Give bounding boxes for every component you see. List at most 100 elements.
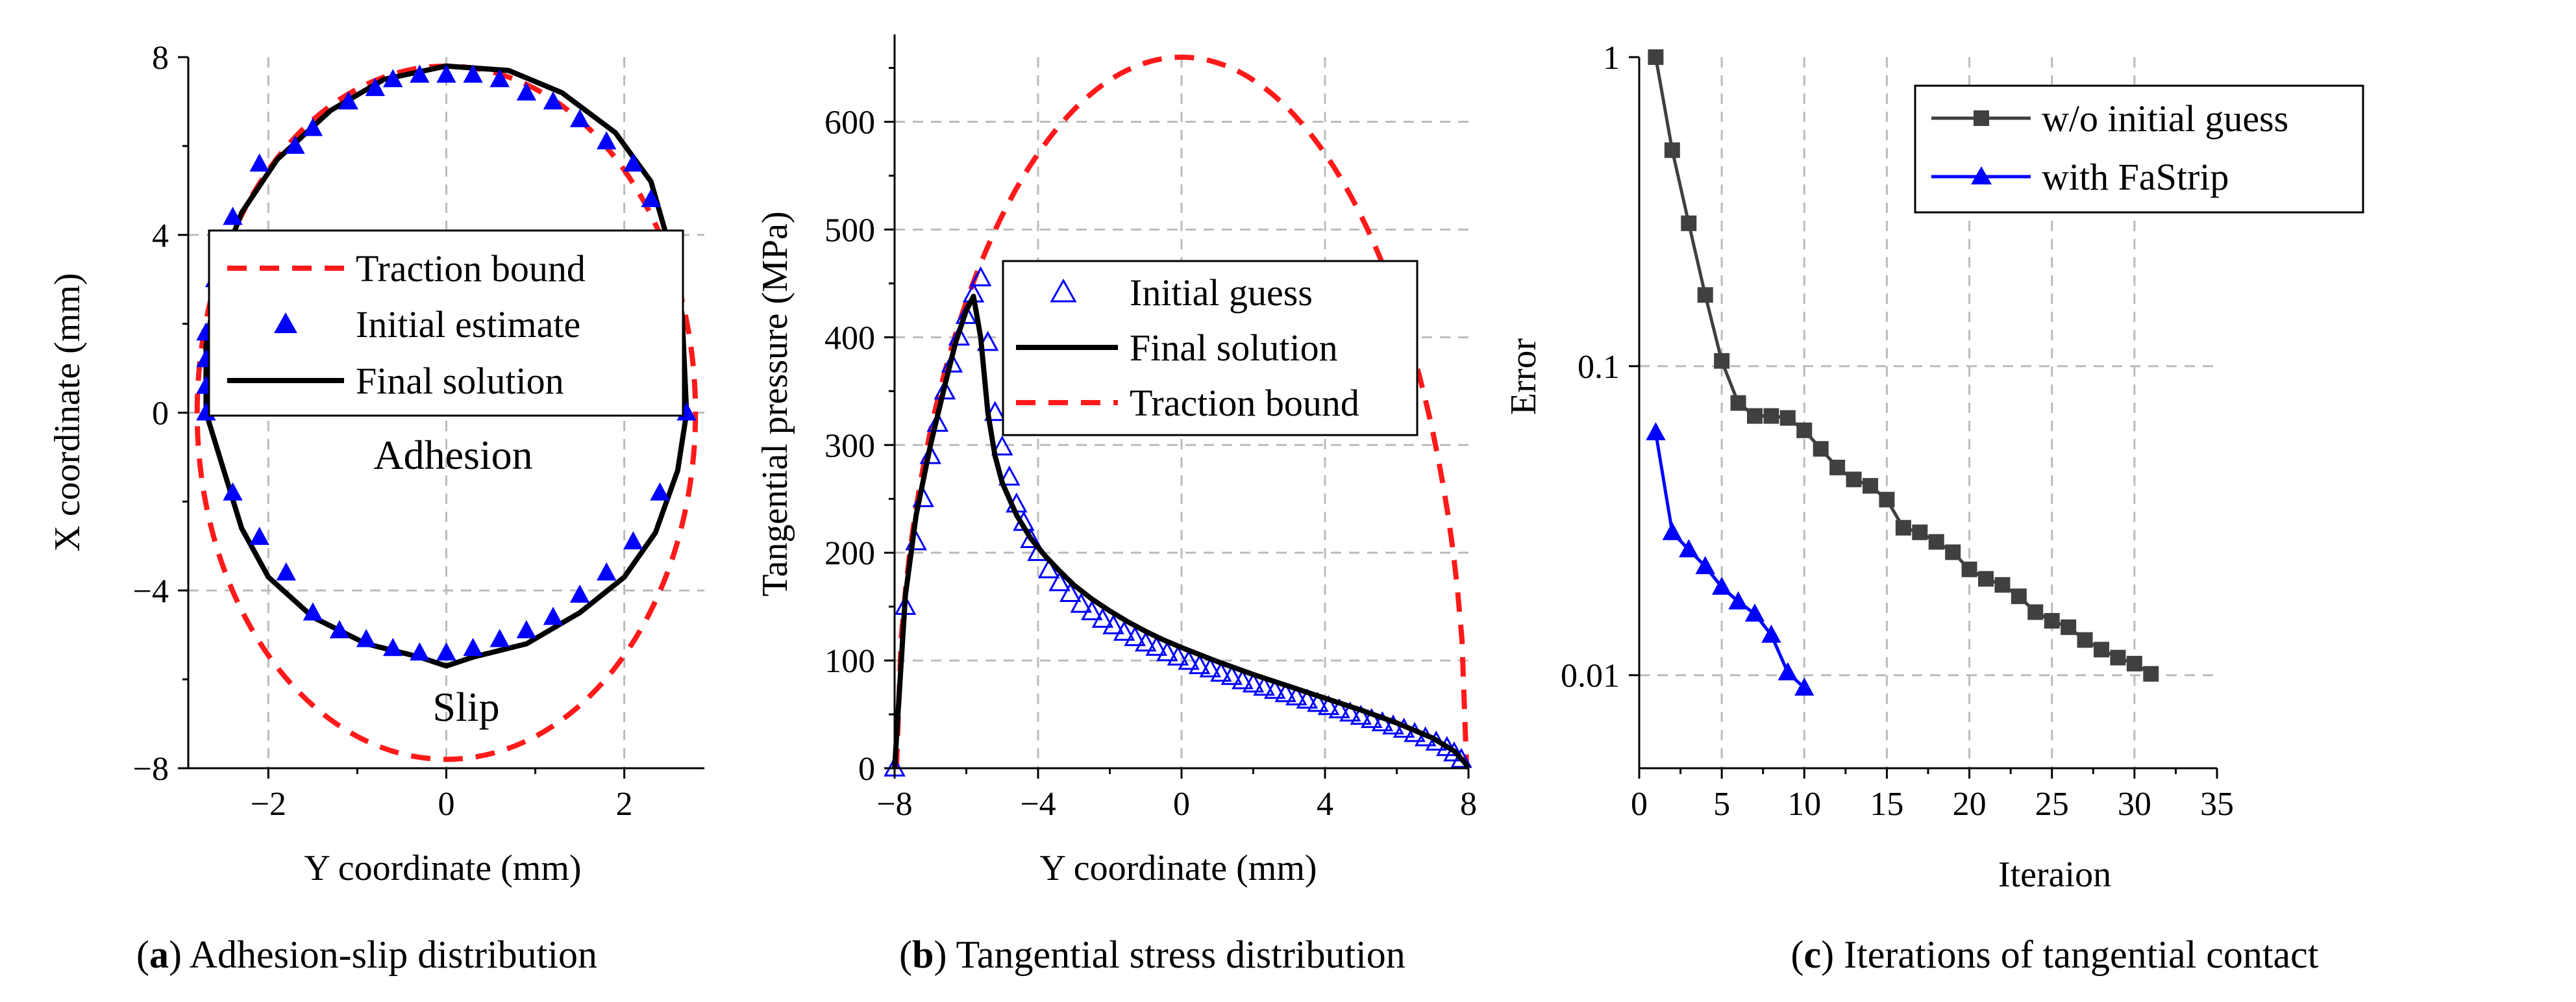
panel-c-series: [1646, 49, 2159, 696]
wo-initial-guess-marker: [1945, 544, 1961, 560]
wo-initial-guess-marker: [1747, 408, 1763, 424]
wo-initial-guess-marker: [2094, 642, 2109, 658]
initial-estimate-marker: [356, 629, 377, 647]
wo-initial-guess-marker: [1730, 395, 1746, 411]
b-x-tick-label: −8: [876, 786, 912, 823]
initial-guess-marker: [1242, 672, 1265, 693]
fastrip-marker: [1744, 603, 1765, 622]
initial-guess-marker: [919, 444, 942, 464]
wo-initial-guess-marker: [1961, 561, 1977, 577]
wo-initial-guess-marker: [2061, 619, 2077, 635]
panel-a-caption: (a) Adhesion-slip distribution: [136, 933, 597, 976]
initial-estimate-marker: [489, 69, 510, 88]
b-y-tick-label: 300: [824, 427, 875, 464]
initial-estimate-marker: [641, 189, 661, 207]
initial-estimate-marker: [597, 562, 617, 581]
a-y-tick-label: 4: [152, 218, 169, 255]
legend-a-initial-estimate-swatch: [274, 312, 297, 333]
legend-c-fastrip-label: with FaStrip: [2042, 156, 2229, 198]
initial-estimate-marker: [597, 131, 617, 150]
initial-guess-marker: [1232, 669, 1254, 690]
initial-estimate-marker: [249, 527, 269, 545]
legend-a-traction-bound-label: Traction bound: [356, 247, 586, 290]
initial-guess-marker: [1220, 664, 1243, 685]
initial-guess-marker: [1178, 649, 1200, 670]
a-y-tick-label: 0: [152, 395, 169, 432]
wo-initial-guess-marker: [1994, 577, 2011, 593]
initial-guess-marker: [1113, 620, 1135, 641]
initial-estimate-marker: [223, 207, 243, 225]
panel-a-ticks: −2 0 2 −8 −4 0 4 8: [133, 40, 633, 823]
initial-guess-marker: [1350, 705, 1372, 725]
panel-c-legend: w/o initial guess with FaStrip: [1914, 84, 2364, 214]
initial-estimate-marker: [303, 118, 323, 136]
wo-initial-guess-marker: [1846, 471, 1862, 488]
a-x-tick-label: −2: [251, 786, 286, 823]
initial-guess-marker: [1210, 661, 1232, 682]
initial-guess-marker: [948, 325, 971, 346]
wo-initial-guess-marker: [1763, 408, 1779, 424]
wo-initial-guess-marker: [1796, 422, 1813, 438]
wo-initial-guess-marker: [2077, 632, 2093, 648]
initial-guess-marker: [1307, 692, 1329, 712]
fastrip-marker: [1662, 521, 1683, 540]
initial-guess-marker: [955, 304, 978, 324]
initial-guess-marker: [1091, 607, 1114, 628]
c-y-tick-label: 0.01: [1561, 658, 1620, 695]
legend-b-initial-guess-label: Initial guess: [1130, 271, 1313, 314]
initial-guess-marker: [1145, 636, 1168, 656]
wo-initial-guess-marker: [1978, 571, 1994, 587]
c-y-tick-label: 1: [1603, 40, 1620, 77]
panel-a-adhesion-annotation: Adhesion: [373, 432, 532, 478]
panel-c-x-axis-label: Iteraion: [1998, 855, 2111, 895]
legend-a-final-solution-label: Final solution: [356, 360, 564, 402]
b-x-tick-label: −4: [1020, 786, 1056, 823]
initial-guess-marker: [991, 435, 1013, 456]
c-x-tick-label: 30: [2118, 786, 2151, 823]
a-y-tick-label: −4: [133, 573, 169, 610]
final-solution-curve: [892, 294, 1471, 770]
panel-a-adhesion-slip-chart: −2 0 2 −8 −4 0 4 8 Y coordinate (mm) X coordina…: [47, 40, 704, 976]
initial-guess-marker: [1339, 701, 1361, 722]
panel-b-y-axis-label: Tangential pressure (MPa): [755, 211, 795, 596]
panel-b-caption-text: Tangential stress distribution: [956, 933, 1405, 976]
b-y-tick-label: 100: [824, 643, 875, 680]
wo-initial-guess-marker: [1912, 524, 1928, 540]
fastrip-marker: [1794, 677, 1814, 696]
panel-a-legend: Traction bound Initial estimate Final so…: [208, 229, 684, 417]
panel-c-y-axis-label: Error: [1504, 338, 1544, 416]
legend-c-wo-guess-marker: [1974, 110, 1989, 126]
initial-estimate-marker: [463, 64, 483, 83]
a-x-tick-label: 2: [616, 786, 633, 823]
panel-b-legend: Initial guess Final solution Traction bo…: [1002, 260, 1418, 436]
initial-guess-marker: [1081, 600, 1103, 621]
initial-guess-marker: [1102, 614, 1124, 634]
c-x-tick-label: 20: [1953, 786, 1987, 823]
initial-estimate-marker: [410, 642, 430, 661]
panel-c-caption-text: Iterations of tangential contact: [1844, 933, 2319, 976]
initial-guess-marker: [1285, 685, 1307, 706]
b-y-tick-label: 200: [824, 535, 875, 572]
wo-initial-guess-marker: [2011, 588, 2027, 605]
panel-b-series: [884, 54, 1472, 777]
initial-estimate-marker: [338, 91, 358, 110]
c-x-tick-label: 5: [1713, 786, 1730, 823]
initial-estimate-marker: [569, 584, 590, 603]
legend-b-initial-guess-swatch: [1050, 278, 1077, 303]
fastrip-marker: [1711, 576, 1732, 595]
wo-initial-guess-marker: [1895, 520, 1911, 536]
initial-estimate-marker: [650, 482, 670, 501]
initial-estimate-marker: [410, 64, 430, 83]
panel-b-ticks: −8 −4 0 4 8 0 100 200 300 400 500 600: [824, 67, 1477, 823]
initial-guess-marker: [1274, 682, 1296, 703]
initial-guess-marker: [1328, 698, 1350, 719]
wo-initial-guess-marker: [2143, 666, 2159, 682]
panel-a-slip-annotation: Slip: [432, 684, 499, 730]
legend-b-traction-bound-label: Traction bound: [1130, 382, 1359, 424]
c-x-tick-label: 35: [2200, 786, 2234, 823]
fastrip-marker: [1728, 591, 1748, 610]
wo-initial-guess-marker: [1928, 534, 1944, 550]
initial-guess-marker: [1134, 631, 1157, 652]
initial-estimate-marker: [543, 91, 564, 110]
